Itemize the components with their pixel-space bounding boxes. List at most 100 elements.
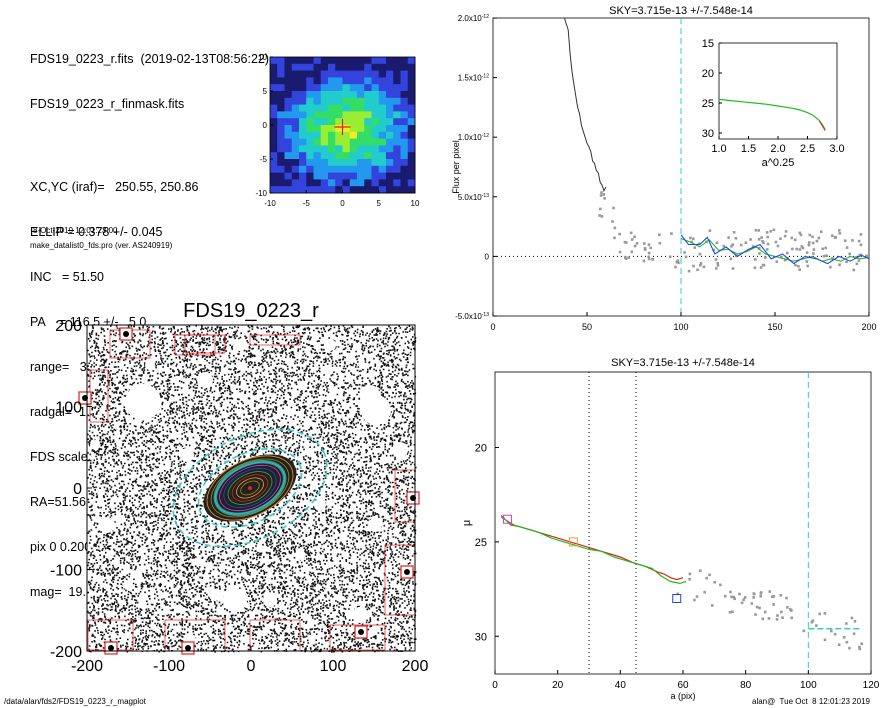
heatmap-cell [407, 159, 416, 167]
sky-point [817, 236, 821, 240]
heatmap-cell [328, 104, 336, 112]
sky-point [857, 259, 861, 262]
profile-point [752, 592, 756, 595]
heatmap-cell [357, 84, 365, 92]
profile-point [759, 591, 763, 594]
heatmap-cell [277, 84, 285, 92]
sky-point [837, 229, 841, 232]
heatmap-cell [400, 179, 409, 187]
heatmap-cell [342, 104, 351, 112]
heatmap-cell [364, 152, 372, 160]
isophote [210, 458, 290, 518]
heatmap-cell [393, 104, 401, 112]
heatmap-cell [407, 104, 416, 112]
heatmap-cell [313, 104, 322, 112]
heatmap-cell [313, 111, 322, 119]
heatmap-cell [349, 118, 358, 126]
heatmap-cell [277, 104, 285, 112]
heatmap-cell [291, 138, 300, 146]
heatmap-cell [291, 97, 300, 106]
sky-point [727, 236, 730, 239]
sky-point [623, 240, 627, 244]
heatmap-cell [306, 186, 314, 194]
sky-point [845, 246, 849, 249]
sky-point [699, 264, 702, 267]
profile-frame [494, 371, 872, 675]
inset-y-tick-label: 25 [702, 98, 714, 110]
sky-point [811, 241, 815, 245]
heatmap-cell [400, 152, 409, 160]
heatmap-cell [306, 77, 314, 85]
sky-point [821, 247, 825, 251]
inset-x-tick-label: 3.0 [829, 143, 844, 155]
heatmap-cell [378, 104, 387, 112]
heatmap-cell [342, 70, 351, 78]
profile-point [705, 576, 708, 580]
sky-point [805, 251, 809, 254]
x-tick-label: 0 [492, 680, 498, 691]
heatmap-cell [378, 57, 387, 65]
masked-region [392, 442, 408, 458]
heatmap-cell [386, 63, 394, 72]
profile-point [708, 573, 711, 577]
sky-point [761, 240, 764, 243]
heatmap-cell [299, 77, 307, 85]
heatmap-cell [313, 70, 322, 78]
heatmap-cell [357, 70, 365, 78]
heatmap-cell [407, 77, 416, 85]
y-tick-label: 25 [475, 537, 487, 549]
heatmap-cell [335, 70, 343, 78]
masked-region [123, 580, 133, 590]
param-inc: INC = 51.50 [30, 270, 104, 284]
sky-point [708, 229, 712, 232]
heatmap-cell [320, 70, 329, 78]
sky-point [754, 258, 757, 261]
profile-point [768, 590, 772, 593]
heatmap-cell [328, 145, 336, 153]
masked-region [223, 588, 247, 612]
heatmap-cell [400, 165, 409, 174]
sky-point [751, 245, 755, 248]
sky-point [801, 246, 805, 250]
mask-box [329, 624, 386, 651]
isophote [236, 477, 264, 499]
masked-region [209, 589, 221, 601]
heatmap-cell [313, 131, 322, 140]
y-tick-label: 5.0x10-13 [458, 193, 489, 202]
isophote [227, 471, 273, 505]
heatmap-cell [299, 145, 307, 153]
heatmap-cell [277, 125, 285, 133]
heatmap-cell [349, 104, 358, 112]
heatmap-cell [306, 91, 314, 99]
sky-point [630, 238, 634, 241]
sky-point [759, 266, 763, 269]
heatmap-cell [284, 118, 293, 126]
heatmap-cell [284, 77, 293, 85]
galaxy-center [248, 486, 252, 490]
profile-point [786, 606, 789, 609]
profile-point [776, 614, 779, 617]
masked-region [180, 448, 194, 462]
heatmap-cell [357, 159, 365, 167]
x-tick-label: 5 [377, 199, 382, 208]
profile-marker [568, 537, 578, 547]
sky-point [812, 252, 815, 255]
heatmap-cell [328, 57, 336, 65]
profile-point [728, 610, 732, 614]
heatmap-cell [349, 91, 358, 99]
sky-point [658, 233, 661, 237]
sky-point [647, 251, 651, 255]
heatmap-cell [328, 152, 336, 160]
heatmap-cell [277, 179, 285, 187]
y-tick-label: 0 [73, 481, 82, 498]
profile-point [818, 612, 822, 616]
heatmap-cell [270, 111, 278, 119]
sky-point [649, 246, 652, 250]
sky-point [715, 241, 719, 245]
heatmap-cell [328, 118, 336, 126]
heatmap-cell [277, 63, 285, 72]
heatmap-cell [277, 97, 285, 106]
heatmap-cell [320, 131, 329, 140]
profile-point [775, 618, 779, 621]
heatmap-cell [306, 152, 314, 160]
